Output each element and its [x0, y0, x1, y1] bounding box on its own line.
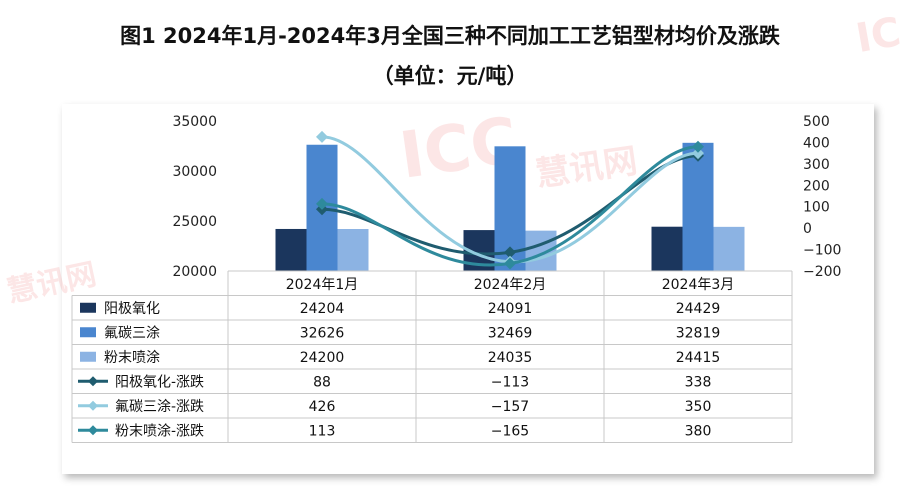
x-category-label: 2024年1月: [286, 277, 359, 293]
y-left-tick-label: 35000: [172, 114, 217, 130]
y-right-tick-label: −200: [803, 264, 841, 280]
y-right-tick-label: 0: [803, 221, 812, 237]
line-1-marker-2: [504, 246, 516, 259]
bar-3-1: [337, 229, 369, 271]
y-left-tick-label: 25000: [172, 214, 217, 230]
legend-key-3: [80, 351, 96, 362]
bar-3-3: [713, 226, 745, 271]
data-label: 32626: [300, 325, 345, 341]
chart-panel: [62, 104, 874, 474]
data-label: 380: [685, 423, 712, 439]
legend-label-1: 阳极氧化: [104, 301, 160, 317]
line-2-marker-3: [692, 147, 704, 160]
line-2-marker-1: [316, 130, 328, 143]
data-label: 32469: [488, 325, 533, 341]
chart-title: 图1 2024年1月-2024年3月全国三种不同加工工艺铝型材均价及涨跌: [120, 24, 780, 48]
y-right-tick-label: 200: [803, 178, 830, 194]
y-left-tick-label: 30000: [172, 164, 217, 180]
y-right-tick-label: 100: [803, 200, 830, 216]
y-left-tick-label: 20000: [172, 264, 217, 280]
data-label: −113: [491, 374, 529, 390]
legend-key-2: [80, 327, 96, 338]
data-label: 24035: [488, 350, 533, 366]
y-right-tick-label: 300: [803, 157, 830, 173]
legend-key-marker-6: [88, 425, 98, 436]
legend-key-marker-5: [88, 400, 98, 411]
data-label: 32819: [676, 325, 721, 341]
line-3-marker-1: [316, 197, 328, 210]
y-right-tick-label: 400: [803, 135, 830, 151]
bar-1-3: [651, 226, 683, 271]
y-right-tick-label: 500: [803, 114, 830, 130]
data-label: 350: [685, 399, 712, 415]
data-label: 24204: [300, 301, 345, 317]
data-label: 426: [309, 399, 336, 415]
data-label: −157: [491, 399, 529, 415]
chart-subtitle: （单位：元/吨）: [372, 64, 528, 88]
data-label: 24200: [300, 350, 345, 366]
data-label: −165: [491, 423, 529, 439]
line-3-marker-3: [692, 140, 704, 153]
legend-label-5: 氟碳三涂-涨跌: [115, 399, 204, 415]
legend-label-4: 阳极氧化-涨跌: [115, 374, 204, 390]
data-label: 338: [685, 374, 712, 390]
data-label: 24091: [488, 301, 533, 317]
line-3-marker-2: [504, 257, 516, 270]
legend-label-6: 粉末喷涂-涨跌: [115, 423, 204, 439]
x-category-label: 2024年3月: [662, 277, 735, 293]
data-label: 88: [313, 374, 331, 390]
data-label: 24429: [676, 301, 721, 317]
bar-1-1: [275, 228, 307, 271]
y-right-tick-label: −100: [803, 243, 841, 259]
x-category-label: 2024年2月: [474, 277, 547, 293]
legend-key-marker-4: [88, 376, 98, 387]
data-label: 113: [309, 423, 336, 439]
bar-2-3: [682, 142, 714, 271]
legend-label-2: 氟碳三涂: [104, 325, 160, 341]
legend-label-3: 粉末喷涂: [104, 350, 160, 366]
legend-key-1: [80, 302, 96, 313]
data-label: 24415: [676, 350, 721, 366]
